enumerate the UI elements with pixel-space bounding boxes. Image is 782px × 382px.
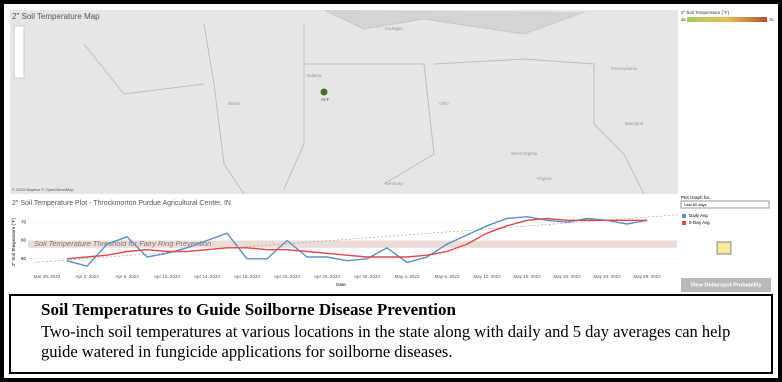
range-value: Last 60 days — [684, 202, 707, 207]
map-label: Maryland — [625, 121, 644, 126]
map-label: Michigan — [385, 26, 404, 31]
x-axis-label: Date — [336, 282, 346, 287]
x-tick-label: Apr 2, 2023 — [75, 274, 99, 279]
x-tick-label: May 12, 2023 — [473, 274, 501, 279]
map-marker[interactable] — [320, 88, 328, 96]
map-label: West Virginia — [511, 151, 538, 156]
y-axis-label: 2" Soil Temperature (°F) — [11, 217, 16, 266]
x-tick-label: May 24, 2023 — [593, 274, 621, 279]
x-tick-label: May 8, 2023 — [435, 274, 460, 279]
legend-swatch — [682, 221, 686, 225]
caption: Soil Temperatures to Guide Soilborne Dis… — [9, 294, 773, 374]
map-label: Indiana — [307, 73, 322, 78]
map-label: Virginia — [537, 176, 552, 181]
threshold-band — [28, 240, 677, 248]
x-tick-label: May 28, 2023 — [633, 274, 661, 279]
legend-min: 38 — [681, 17, 686, 22]
x-tick-label: Apr 14, 2023 — [194, 274, 220, 279]
dollarspot-button[interactable] — [681, 278, 771, 292]
range-dropdown[interactable] — [680, 200, 770, 209]
button-label: View Dollarspot Probability — [690, 282, 762, 288]
dashboard: 2" Soil Temperature Map 70°F © 2023 Mapb… — [10, 9, 774, 292]
x-tick-label: Mar 29, 2023 — [34, 274, 61, 279]
legend-max: 75 — [769, 17, 774, 22]
legend-scale — [687, 17, 767, 22]
legend-label: 5-Day Avg — [689, 220, 710, 225]
caption-title: Soil Temperatures to Guide Soilborne Dis… — [41, 300, 456, 319]
x-tick-label: Apr 10, 2023 — [154, 274, 180, 279]
map-area — [10, 10, 678, 194]
icon[interactable] — [716, 241, 732, 255]
y-tick-label: 50 — [21, 256, 27, 261]
map-label: Illinois — [228, 101, 241, 106]
lake — [323, 9, 585, 35]
y-tick-label: 70 — [21, 219, 27, 224]
x-tick-label: May 20, 2023 — [553, 274, 581, 279]
map-title: 2" Soil Temperature Map — [12, 12, 100, 21]
x-tick-label: Apr 22, 2023 — [274, 274, 300, 279]
legend-swatch — [682, 214, 686, 218]
attribution: © 2023 Mapbox © OpenStreetMap — [12, 187, 74, 192]
x-tick-label: Apr 26, 2023 — [314, 274, 340, 279]
x-tick-label: May 16, 2023 — [513, 274, 541, 279]
map-borders — [83, 23, 645, 195]
marker-label: 70°F — [321, 97, 330, 102]
map-label: Kentucky — [385, 181, 404, 186]
series-line — [66, 215, 648, 267]
screenshot: 2" Soil Temperature Map 70°F © 2023 Mapb… — [4, 4, 778, 378]
caption-text: Two-inch soil temperatures at various lo… — [41, 322, 731, 361]
y-tick-label: 60 — [21, 238, 27, 243]
map-label: Ohio — [439, 101, 449, 106]
legend-label: Daily Avg — [689, 213, 708, 218]
plot-for-label: Plot Graph for... — [681, 195, 713, 200]
legend-title: 2" Soil Temperature (°F) — [681, 10, 730, 15]
x-tick-label: Apr 18, 2023 — [234, 274, 260, 279]
x-tick-label: May 4, 2023 — [395, 274, 420, 279]
chart-title: 2" Soil Temperature Plot - Throckmorton … — [12, 200, 231, 207]
annotation: Soil Temperature Threshold for Fairy Rin… — [34, 239, 211, 248]
series-line — [66, 217, 647, 260]
x-tick-label: Apr 6, 2023 — [115, 274, 139, 279]
map-label: Pennsylvania — [611, 66, 638, 71]
x-tick-label: Apr 30, 2023 — [354, 274, 380, 279]
map-controls[interactable] — [13, 25, 25, 79]
